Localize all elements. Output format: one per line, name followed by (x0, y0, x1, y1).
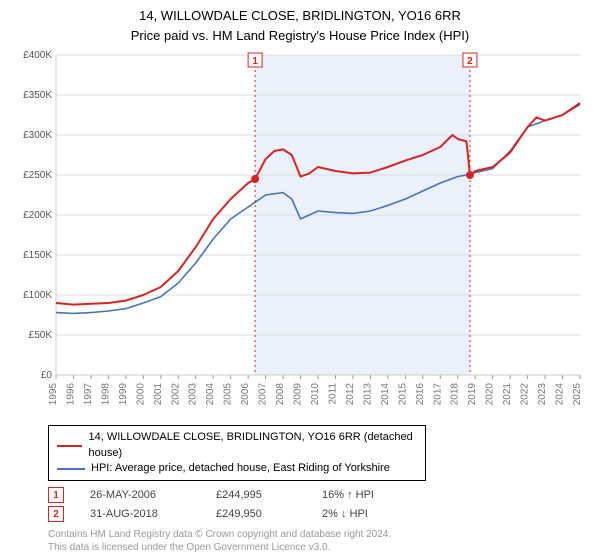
svg-text:£300K: £300K (23, 130, 52, 141)
event-row: 1 26-MAY-2006 £244,995 16% ↑ HPI (48, 487, 590, 503)
chart-svg: £0 £50K £100K £150K £200K £250K £300K £350K £400… (10, 49, 590, 419)
svg-text:£350K: £350K (23, 90, 52, 101)
event-badge: 2 (48, 506, 64, 522)
svg-text:2011: 2011 (327, 383, 338, 405)
footer-line-2: This data is licensed under the Open Gov… (48, 541, 590, 554)
svg-text:£400K: £400K (23, 50, 52, 61)
svg-text:1995: 1995 (48, 383, 59, 406)
svg-text:£50K: £50K (29, 330, 53, 341)
event-date: 31-AUG-2018 (90, 508, 190, 520)
svg-text:£250K: £250K (23, 170, 52, 181)
svg-text:2018: 2018 (450, 383, 461, 406)
legend-label-1: 14, WILLOWDALE CLOSE, BRIDLINGTON, YO16 … (88, 430, 417, 461)
legend-label-2: HPI: Average price, detached house, East… (91, 461, 390, 476)
legend-row-1: 14, WILLOWDALE CLOSE, BRIDLINGTON, YO16 … (57, 430, 417, 461)
svg-text:£150K: £150K (23, 250, 52, 261)
svg-text:2022: 2022 (520, 383, 531, 406)
event-list: 1 26-MAY-2006 £244,995 16% ↑ HPI 2 31-AUG-201… (48, 487, 590, 522)
svg-text:2: 2 (467, 56, 473, 67)
svg-text:2006: 2006 (240, 383, 251, 406)
svg-text:2025: 2025 (572, 383, 583, 406)
svg-text:2016: 2016 (415, 383, 426, 406)
svg-text:2001: 2001 (153, 383, 164, 406)
event-badge: 1 (48, 487, 64, 503)
svg-text:2003: 2003 (188, 383, 199, 406)
svg-text:2007: 2007 (258, 383, 269, 406)
svg-text:2010: 2010 (310, 383, 321, 406)
legend-swatch-1 (57, 445, 82, 447)
svg-text:2013: 2013 (362, 383, 373, 406)
svg-text:2015: 2015 (397, 383, 408, 406)
svg-text:1996: 1996 (65, 383, 76, 406)
svg-text:£100K: £100K (23, 290, 52, 301)
svg-text:2002: 2002 (170, 383, 181, 406)
svg-text:2017: 2017 (432, 383, 443, 406)
svg-text:1999: 1999 (118, 383, 129, 406)
svg-text:1998: 1998 (100, 383, 111, 406)
svg-text:2000: 2000 (135, 383, 146, 406)
svg-text:2012: 2012 (345, 383, 356, 406)
chart-area: £0 £50K £100K £150K £200K £250K £300K £350K £400… (10, 49, 590, 419)
svg-text:2014: 2014 (380, 383, 391, 406)
event-hpi: 16% ↑ HPI (322, 489, 374, 501)
legend: 14, WILLOWDALE CLOSE, BRIDLINGTON, YO16 … (48, 425, 426, 481)
svg-text:2024: 2024 (555, 383, 566, 406)
event-price: £244,995 (216, 489, 296, 501)
svg-text:2023: 2023 (537, 383, 548, 406)
footer: Contains HM Land Registry data © Crown c… (48, 528, 590, 554)
legend-swatch-2 (57, 468, 85, 470)
svg-text:1: 1 (252, 56, 258, 67)
chart-subtitle: Price paid vs. HM Land Registry's House … (10, 28, 590, 43)
svg-text:1997: 1997 (83, 383, 94, 406)
svg-text:£0: £0 (41, 370, 53, 381)
event-price: £249,950 (216, 508, 296, 520)
svg-text:2004: 2004 (205, 383, 216, 406)
svg-text:2019: 2019 (467, 383, 478, 406)
event-date: 26-MAY-2006 (90, 489, 190, 501)
svg-text:£200K: £200K (23, 210, 52, 221)
svg-text:2005: 2005 (223, 383, 234, 406)
svg-text:2020: 2020 (485, 383, 496, 406)
chart-title: 14, WILLOWDALE CLOSE, BRIDLINGTON, YO16 … (10, 8, 590, 24)
event-row: 2 31-AUG-2018 £249,950 2% ↓ HPI (48, 506, 590, 522)
svg-text:2008: 2008 (275, 383, 286, 406)
footer-line-1: Contains HM Land Registry data © Crown c… (48, 528, 590, 541)
legend-row-2: HPI: Average price, detached house, East… (57, 461, 417, 476)
svg-text:2021: 2021 (502, 383, 513, 406)
svg-text:2009: 2009 (293, 383, 304, 406)
event-hpi: 2% ↓ HPI (322, 508, 368, 520)
